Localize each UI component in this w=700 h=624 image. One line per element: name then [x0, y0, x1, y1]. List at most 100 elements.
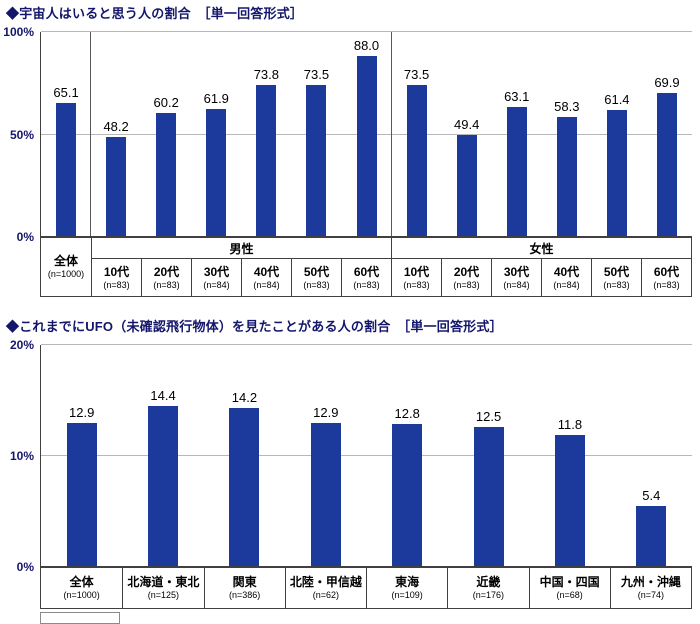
sample-size: (n=83) — [403, 279, 430, 290]
category-label: 40代 — [253, 264, 280, 279]
table-cell: 全体 (n=1000) — [41, 568, 122, 608]
bar-value-label: 11.8 — [557, 417, 583, 433]
category-label: 中国・四国 — [539, 575, 600, 589]
bar — [606, 110, 627, 236]
bar-column: 12.9 — [41, 345, 122, 566]
sample-size: (n=83) — [103, 279, 130, 290]
bar — [310, 422, 341, 566]
bars-container: 12.9 14.4 14.2 12.9 12.8 12.5 11.8 5.4 — [41, 345, 692, 566]
plot-row: 0% 10% 20% 12.9 14.4 14.2 12.9 12.8 12.5 11.8 5.4 — [0, 338, 700, 574]
bar — [473, 427, 504, 566]
sample-size: (n=68) — [556, 590, 583, 600]
bar-column: 73.8 — [241, 32, 291, 236]
sample-size: (n=83) — [353, 279, 380, 290]
bar-column: 61.9 — [191, 32, 241, 236]
bar-value-label: 5.4 — [642, 488, 661, 504]
table-cell: 近畿 (n=176) — [447, 568, 528, 608]
bar-column: 5.4 — [611, 345, 692, 566]
category-label: 30代 — [503, 264, 530, 279]
group-separator — [90, 32, 92, 236]
bar-column: 14.2 — [204, 345, 285, 566]
bar-column: 48.2 — [91, 32, 141, 236]
category-label: 40代 — [553, 264, 580, 279]
bar-value-label: 12.8 — [394, 405, 420, 421]
category-label: 九州・沖縄 — [620, 575, 681, 589]
category-label: 50代 — [603, 264, 630, 279]
bar-value-label: 14.4 — [150, 388, 176, 404]
category-label: 60代 — [653, 264, 680, 279]
bar — [392, 423, 423, 566]
gridline — [41, 455, 692, 456]
bar — [148, 406, 179, 566]
bar — [506, 106, 527, 236]
group-header: 男性 — [91, 238, 391, 258]
bar — [156, 112, 177, 236]
category-label: 近畿 — [476, 575, 501, 589]
chart-ufo-sighting: ◆これまでにUFO（未確認飛行物体）を見たことがある人の割合 ［単一回答形式］ … — [0, 319, 700, 609]
sample-size: (n=176) — [472, 590, 505, 600]
bar — [406, 85, 427, 236]
category-label: 全体 — [69, 575, 94, 589]
bar-value-label: 65.1 — [53, 84, 79, 100]
table-cell: 中国・四国 (n=68) — [528, 568, 610, 608]
bar-column: 61.4 — [592, 32, 642, 236]
bar — [636, 506, 667, 566]
sample-size: (n=1000) — [47, 269, 85, 279]
bar — [66, 422, 97, 566]
table-cell-total: 全体 (n=1000) — [41, 238, 91, 296]
bar-column: 12.8 — [367, 345, 448, 566]
sample-size: (n=83) — [453, 279, 480, 290]
table-cell: 60代 (n=83) — [341, 258, 391, 296]
y-tick-label: 20% — [9, 338, 34, 352]
table-cell: 九州・沖縄 (n=74) — [609, 568, 691, 608]
table-cell: 40代 (n=84) — [541, 258, 591, 296]
gridline — [41, 31, 692, 32]
chart-alien-belief: ◆宇宙人はいると思う人の割合 ［単一回答形式］ 0% 50% 100% 65.1 48… — [0, 6, 700, 297]
bar-value-label: 69.9 — [654, 74, 680, 90]
table-cell: 20代 (n=83) — [441, 258, 491, 296]
bar-value-label: 88.0 — [353, 37, 380, 53]
sample-size: (n=84) — [253, 279, 280, 290]
bar-value-label: 12.5 — [475, 409, 502, 425]
bar-column: 49.4 — [442, 32, 492, 236]
gridline — [41, 344, 692, 345]
bar — [306, 85, 327, 236]
category-label: 10代 — [403, 264, 430, 279]
bar-value-label: 58.3 — [554, 98, 580, 114]
y-axis-labels: 0% 10% 20% — [0, 338, 40, 574]
bar-column: 63.1 — [492, 32, 542, 236]
table-cell: 北陸・甲信越 (n=62) — [284, 568, 366, 608]
bars-container: 65.1 48.2 60.2 61.9 73.8 73.5 88.0 73.5 49.4 63.1… — [41, 32, 692, 236]
bar-column: 73.5 — [291, 32, 341, 236]
bar-value-label: 60.2 — [153, 94, 179, 110]
category-label: 50代 — [303, 264, 330, 279]
y-tick-label: 100% — [3, 25, 34, 39]
sample-size: (n=62) — [312, 590, 340, 600]
bar — [56, 102, 77, 236]
bar — [554, 435, 585, 566]
bar — [206, 109, 227, 236]
table-cell: 北海道・東北 (n=125) — [122, 568, 203, 608]
category-label: 20代 — [153, 264, 180, 279]
table-cell: 関東 (n=386) — [203, 568, 285, 608]
sample-size: (n=125) — [147, 590, 180, 600]
bar — [656, 92, 677, 236]
category-label: 北陸・甲信越 — [289, 575, 362, 589]
y-axis-labels: 0% 50% 100% — [0, 25, 40, 244]
chart-title: ◆これまでにUFO（未確認飛行物体）を見たことがある人の割合 ［単一回答形式］ — [6, 319, 503, 334]
bar-value-label: 61.9 — [203, 91, 229, 107]
bar — [256, 84, 277, 236]
sample-size: (n=386) — [228, 590, 261, 600]
bar-value-label: 14.2 — [231, 390, 258, 406]
sample-size: (n=1000) — [63, 590, 100, 600]
bar-column: 60.2 — [141, 32, 191, 236]
y-tick-label: 10% — [9, 449, 34, 463]
cropped-cell-fragment — [40, 612, 120, 624]
sample-size: (n=83) — [153, 279, 180, 290]
table-cell: 20代 (n=83) — [141, 258, 191, 296]
sample-size: (n=74) — [637, 590, 665, 600]
bar — [556, 116, 577, 236]
category-table: 全体 (n=1000) 男性 10代 (n=83) 20代 (n=83) 30代 (n=84) 4… — [40, 237, 692, 297]
table-cell: 10代 (n=83) — [391, 258, 441, 296]
table-cell: 50代 (n=83) — [291, 258, 341, 296]
